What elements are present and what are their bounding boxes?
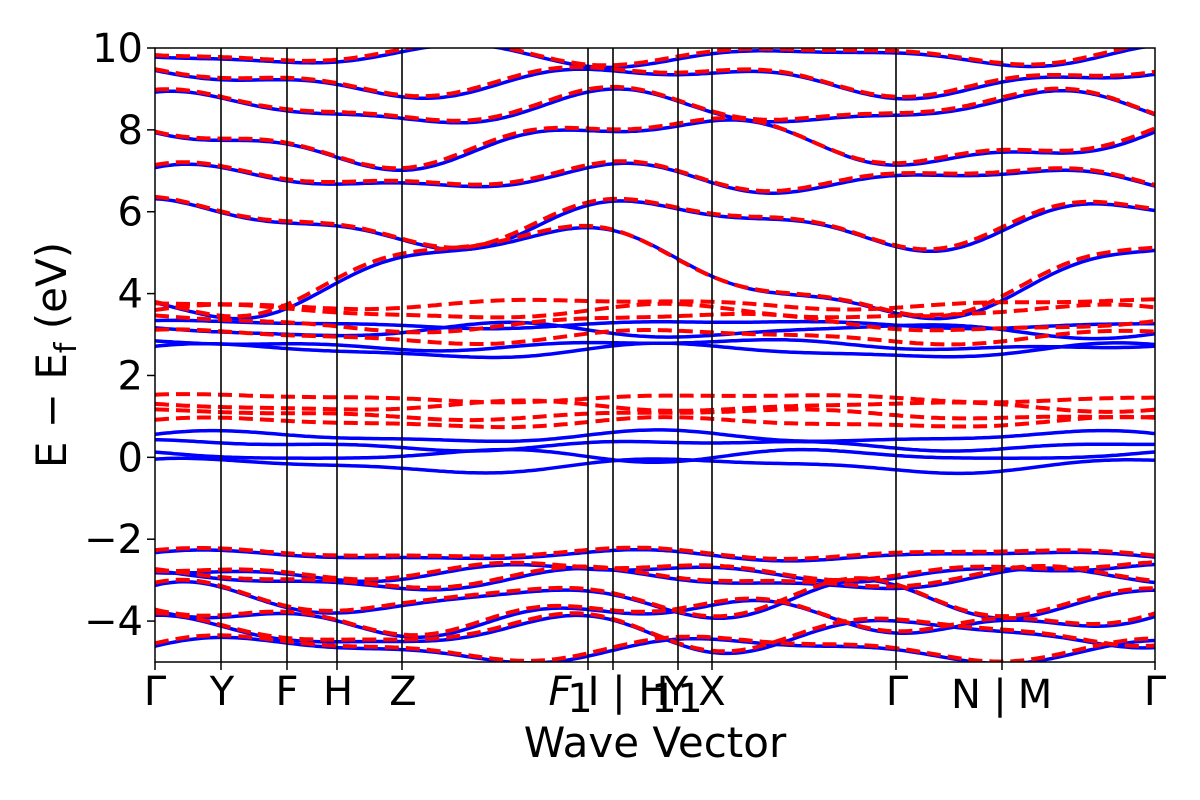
dft-band-line xyxy=(155,456,1155,476)
tick-label-f1-subscript: 1 xyxy=(567,676,592,722)
dft-band-line xyxy=(155,562,1155,584)
tick-label-y1: Y xyxy=(663,669,689,715)
tick-label-z: Z xyxy=(389,669,416,715)
tick-label-h: H xyxy=(323,669,353,715)
tick-label-m: M xyxy=(1018,672,1053,718)
dft-band-line xyxy=(155,635,1155,662)
y-tick-label: −2 xyxy=(84,517,143,563)
k-path-labels: Γ Y F H Z F 1 I | H 1 Y 1 X Γ N | M Γ xyxy=(144,669,1167,722)
tick-label-gamma-3: Γ xyxy=(1144,669,1167,715)
y-tick-label: −4 xyxy=(84,599,143,645)
tick-label-i-bar-h: I | H xyxy=(588,669,669,715)
fitted-band-line xyxy=(155,576,1155,619)
dft-band-line xyxy=(155,161,1155,195)
dft-band-line xyxy=(155,225,1155,321)
x-axis-ticks xyxy=(154,662,1156,670)
tick-label-y1-subscript: 1 xyxy=(677,676,702,722)
tick-label-gamma-2: Γ xyxy=(886,669,909,715)
y-tick-label: 8 xyxy=(118,108,143,154)
y-axis-label: E − Ef (eV) xyxy=(27,242,84,468)
dft-band-line xyxy=(155,598,1155,639)
tick-label-h1-subscript: 1 xyxy=(651,676,676,722)
fitted-band-line xyxy=(155,633,1155,662)
dft-band-line xyxy=(155,547,1155,563)
dft-band-line xyxy=(155,428,1155,444)
fitted-band-line xyxy=(155,611,1155,654)
dft-bands-series xyxy=(155,48,1155,662)
fitted-band-line xyxy=(155,115,1155,171)
dft-band-line xyxy=(155,566,1155,592)
tick-label-f: F xyxy=(275,669,298,715)
tick-label-x: X xyxy=(698,669,725,715)
plot-frame xyxy=(154,47,1156,663)
tick-label-y: Y xyxy=(209,669,235,715)
dft-band-line xyxy=(155,337,1155,353)
tick-label-gamma: Γ xyxy=(144,669,167,715)
fitted-band-line xyxy=(155,65,1155,99)
fitted-band-line xyxy=(155,48,1136,68)
dft-band-line xyxy=(155,48,1150,70)
x-axis-label: Wave Vector xyxy=(524,718,787,767)
fitted-band-line xyxy=(155,223,1155,319)
dft-band-line xyxy=(155,437,1155,453)
dft-band-line xyxy=(155,318,1155,331)
fitted-band-line xyxy=(155,194,1155,252)
y-tick-label: 10 xyxy=(92,26,143,72)
tick-label-bar: | xyxy=(993,672,1006,718)
high-symmetry-lines xyxy=(220,48,1003,662)
fitted-band-line xyxy=(155,159,1155,194)
fitted-band-line xyxy=(155,84,1155,123)
y-tick-label: 2 xyxy=(118,353,143,399)
y-axis-ticks: −4 −2 0 2 4 6 8 10 xyxy=(84,26,155,645)
fitted-band-line xyxy=(155,596,1155,638)
y-tick-label: 0 xyxy=(118,435,143,481)
fitted-bands-series xyxy=(155,48,1155,662)
y-tick-label: 4 xyxy=(118,272,143,318)
y-tick-label: 6 xyxy=(118,190,143,236)
tick-label-f1: F xyxy=(548,669,572,715)
dft-band-line xyxy=(155,447,1155,464)
fitted-band-line xyxy=(155,392,1155,405)
fitted-band-line xyxy=(155,407,1155,423)
tick-label-n: N xyxy=(951,672,981,718)
